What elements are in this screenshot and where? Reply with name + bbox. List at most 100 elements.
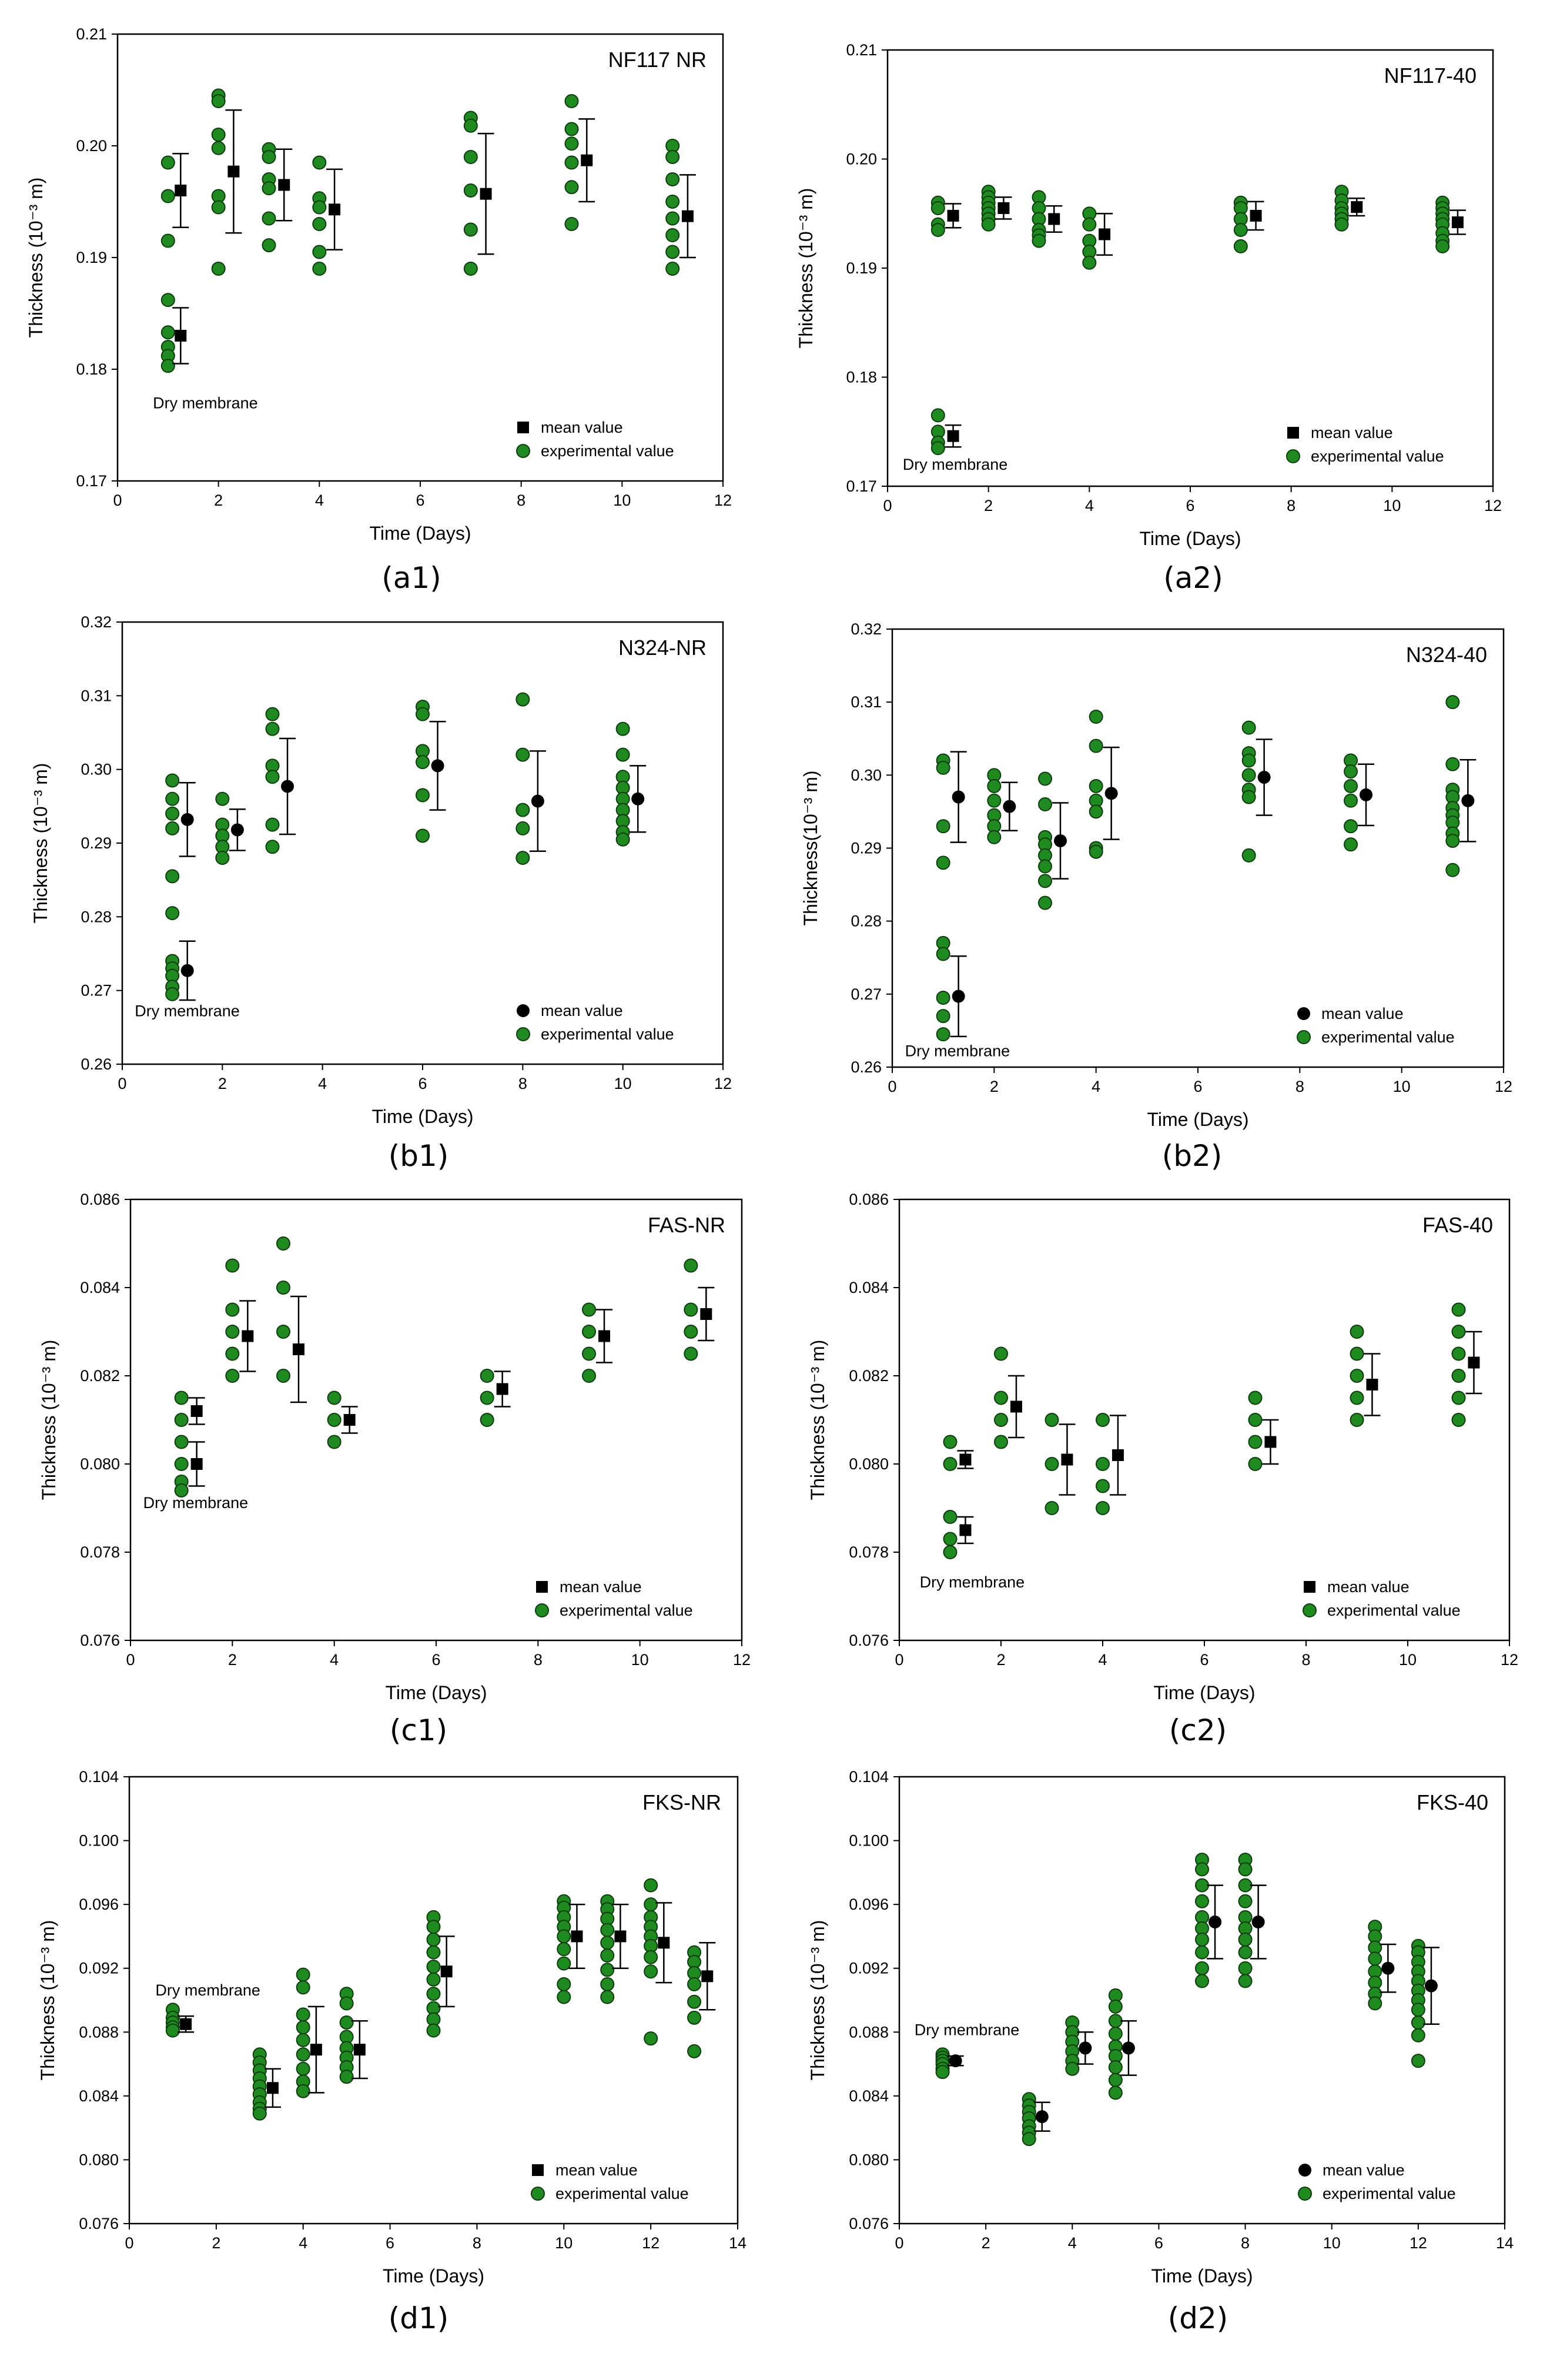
x-tick-label: 2 <box>996 1651 1005 1669</box>
panel-title: FKS-40 <box>1417 1790 1488 1814</box>
experimental-point <box>211 94 226 108</box>
y-tick-label: 0.28 <box>81 908 112 925</box>
y-tick-label: 0.080 <box>79 2151 119 2168</box>
mean-point <box>1010 1400 1022 1413</box>
mean-point <box>598 1330 610 1342</box>
x-tick-label: 10 <box>555 2234 573 2252</box>
y-tick-label: 0.29 <box>81 834 112 852</box>
x-tick-label: 2 <box>212 2234 220 2252</box>
experimental-point <box>665 172 680 186</box>
legend-experimental-marker <box>516 444 530 458</box>
experimental-point <box>644 1878 658 1893</box>
experimental-point <box>930 200 945 215</box>
x-tick-label: 4 <box>1068 2234 1077 2252</box>
experimental-point <box>426 1932 441 1947</box>
mean-series <box>957 1331 1482 1545</box>
experimental-point <box>174 1390 189 1405</box>
plot-frame <box>128 1776 739 2225</box>
experimental-point <box>1108 2014 1123 2028</box>
x-tick-label: 0 <box>113 492 122 509</box>
x-tick-label: 8 <box>1287 497 1295 514</box>
experimental-point <box>1038 797 1052 811</box>
experimental-point <box>1195 1878 1209 1893</box>
x-tick-label: 2 <box>982 2234 990 2252</box>
legend: mean value experimental value <box>1298 2161 1456 2202</box>
experimental-point <box>943 1457 958 1471</box>
experimental-point <box>564 155 579 170</box>
experimental-point <box>1350 1346 1364 1361</box>
experimental-point <box>262 150 276 164</box>
y-tick-label: 0.076 <box>849 1632 889 1649</box>
experimental-point <box>416 828 430 843</box>
experimental-point <box>1445 757 1460 771</box>
x-tick-label: 4 <box>330 1651 339 1669</box>
legend-experimental-marker <box>1298 2187 1312 2201</box>
experimental-point <box>1038 859 1052 874</box>
x-tick-label: 10 <box>1393 1078 1411 1095</box>
x-tick-label: 6 <box>1193 1078 1202 1095</box>
experimental-point <box>936 991 950 1005</box>
x-tick-label: 8 <box>518 1075 527 1092</box>
panel-d1: 0 2 4 6 8 10 12 14 0.076 0.080 0.084 0.088 0.092 0.09… <box>37 1768 746 2335</box>
mean-point <box>681 210 694 222</box>
experimental-point <box>1451 1346 1466 1361</box>
experimental-point <box>339 2015 354 2030</box>
legend-mean-marker <box>1297 1007 1310 1020</box>
legend-mean-label: mean value <box>1323 2161 1405 2179</box>
dry-membrane-label: Dry membrane <box>155 1981 260 1999</box>
panel-caption: (b2) <box>1162 1139 1223 1173</box>
x-tick-label: 0 <box>883 497 892 514</box>
x-tick-label: 12 <box>714 492 732 509</box>
experimental-point <box>1065 2061 1080 2076</box>
x-axis-title: Time (Days) <box>1139 528 1241 549</box>
x-axis-title: Time (Days) <box>371 1106 473 1127</box>
experimental-point <box>557 1929 571 1944</box>
experimental-point <box>687 1977 702 1991</box>
experimental-point <box>225 1346 240 1361</box>
experimental-point <box>644 1950 658 1964</box>
dry-membrane-label: Dry membrane <box>915 2021 1020 2039</box>
experimental-point <box>1241 790 1256 804</box>
experimental-point <box>665 150 680 164</box>
experimental-point <box>1241 720 1256 735</box>
x-tick-label: 6 <box>1154 2234 1163 2252</box>
experimental-point <box>684 1258 698 1273</box>
experimental-point <box>515 692 530 707</box>
experimental-point <box>1344 764 1358 779</box>
experimental-point <box>684 1302 698 1317</box>
experimental-point <box>211 200 226 215</box>
mean-point <box>329 203 341 216</box>
experimental-point <box>1451 1413 1466 1427</box>
mean-point <box>1104 787 1118 800</box>
legend-mean-marker <box>532 2164 544 2176</box>
experimental-point <box>165 773 180 788</box>
experimental-point <box>262 181 276 196</box>
experimental-point <box>312 217 327 231</box>
experimental-point <box>480 1369 494 1383</box>
panel-title: N324-40 <box>1406 643 1487 667</box>
experimental-point <box>1238 1945 1253 1960</box>
mean-series <box>179 720 647 1001</box>
mean-point <box>959 1453 972 1466</box>
y-tick-label: 0.100 <box>79 1832 119 1850</box>
x-tick-label: 6 <box>1200 1651 1208 1669</box>
x-tick-label: 12 <box>714 1075 732 1092</box>
experimental-point <box>165 806 180 821</box>
experimental-point <box>564 122 579 136</box>
y-tick-label: 0.078 <box>849 1543 889 1561</box>
x-tick-label: 8 <box>1241 2234 1250 2252</box>
legend-mean-label: mean value <box>541 1002 623 1019</box>
mean-point <box>343 1414 356 1426</box>
mean-point <box>631 792 645 805</box>
mean-point <box>242 1330 254 1342</box>
mean-point <box>353 2044 366 2056</box>
legend-experimental-label: experimental value <box>1321 1028 1455 1046</box>
mean-point <box>952 790 965 804</box>
experimental-point <box>943 1532 958 1546</box>
y-axis-title: Thickness (10⁻³ m) <box>795 188 816 349</box>
experimental-point <box>1038 874 1052 888</box>
experimental-point <box>936 947 950 961</box>
plot-frame <box>116 33 724 482</box>
y-axis-title: Thickness (10⁻³ m) <box>38 1340 59 1500</box>
experimental-point <box>564 217 579 231</box>
